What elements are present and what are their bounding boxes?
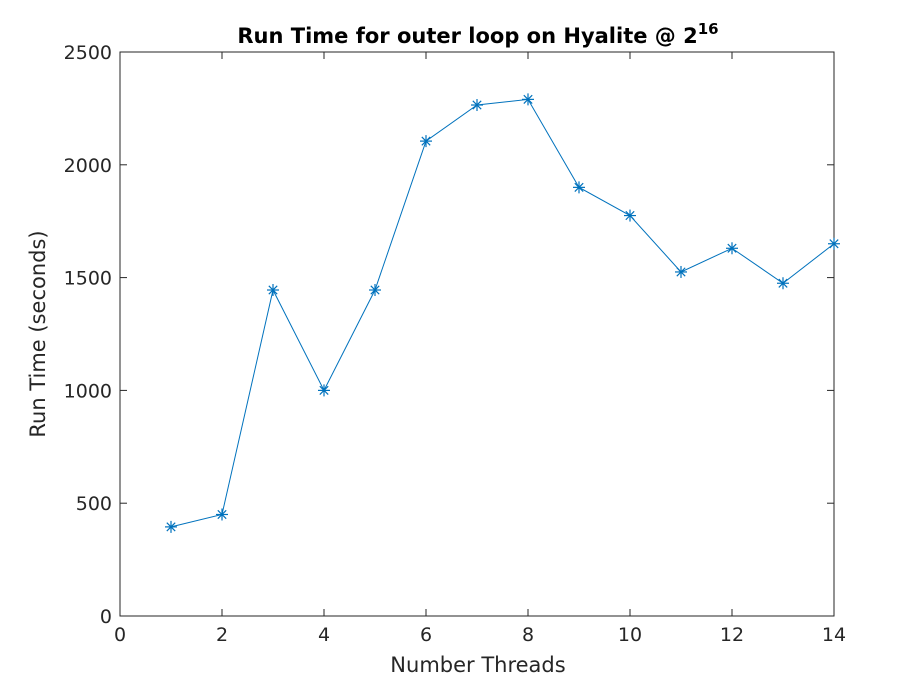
data-point-marker: [420, 135, 432, 148]
data-point-marker: [573, 181, 585, 194]
data-point-marker: [471, 99, 483, 112]
data-point-marker: [828, 237, 840, 250]
series-line: [170, 98, 835, 528]
data-point-marker: [216, 508, 228, 521]
data-point-marker: [369, 284, 381, 297]
x-tick-label: 0: [114, 624, 126, 646]
x-axis-label: Number Threads: [390, 653, 565, 677]
data-point-marker: [726, 242, 738, 255]
plot-area: [119, 51, 835, 617]
y-tick-label: 500: [76, 493, 112, 515]
data-point-marker: [624, 209, 636, 222]
data-point-marker: [165, 520, 177, 533]
y-axis-ticks: 0 500 1000 1500 2000 2500: [64, 42, 834, 628]
x-tick-label: 2: [216, 624, 228, 646]
x-tick-label: 14: [822, 624, 846, 646]
data-point-marker: [675, 265, 687, 278]
x-tick-label: 10: [618, 624, 642, 646]
data-point-marker: [522, 93, 534, 106]
y-tick-label: 1500: [64, 268, 112, 290]
y-tick-label: 2500: [64, 42, 112, 64]
x-tick-label: 8: [522, 624, 534, 646]
series-layer: [165, 93, 840, 533]
x-tick-label: 6: [420, 624, 432, 646]
chart-title: Run Time for outer loop on Hyalite @ 216: [237, 20, 718, 48]
data-point-marker: [267, 284, 279, 297]
x-axis-ticks: 0 2 4 6 8 10 12 14: [114, 52, 846, 646]
chart-title-superscript: 16: [698, 20, 719, 38]
y-tick-label: 0: [100, 606, 112, 628]
y-axis-label: Run Time (seconds): [26, 230, 50, 437]
data-point-marker: [318, 384, 330, 397]
y-tick-label: 1000: [64, 380, 112, 402]
data-point-marker: [777, 277, 789, 290]
x-tick-label: 4: [318, 624, 330, 646]
x-tick-label: 12: [720, 624, 744, 646]
y-tick-label: 2000: [64, 155, 112, 177]
